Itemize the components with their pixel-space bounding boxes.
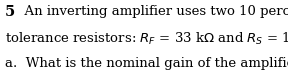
Text: 5: 5	[5, 5, 16, 19]
Text: a.  What is the nominal gain of the amplifier?: a. What is the nominal gain of the ampli…	[5, 57, 288, 70]
Text: An inverting amplifier uses two 10 percent: An inverting amplifier uses two 10 perce…	[16, 5, 288, 18]
Text: tolerance resistors: $R_F$ = 33 k$\Omega$ and $R_S$ = 1.2 k$\Omega$.: tolerance resistors: $R_F$ = 33 k$\Omega…	[5, 31, 288, 47]
